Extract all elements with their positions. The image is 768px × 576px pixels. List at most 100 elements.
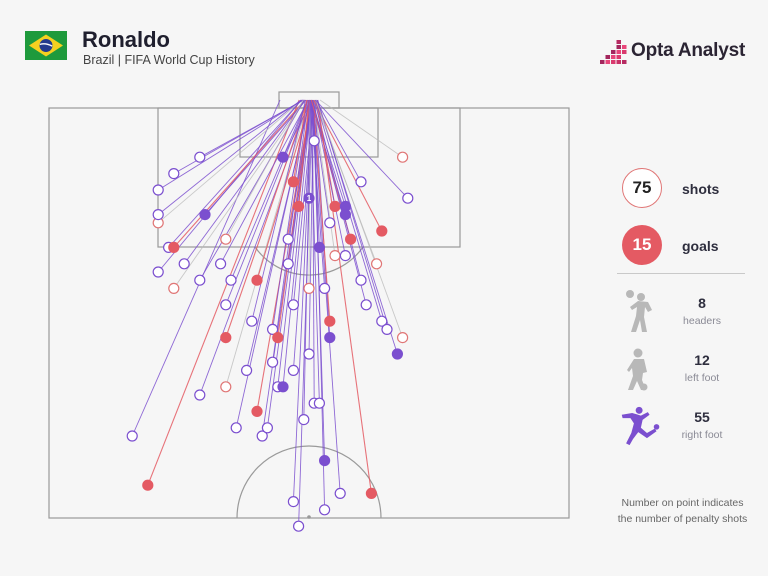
shot-trajectory — [199, 99, 304, 158]
goal-point — [272, 332, 284, 344]
shot-trajectory — [313, 99, 383, 232]
goals-label: goals — [682, 238, 719, 254]
shot-point — [287, 364, 299, 376]
logo-pixel-mark — [600, 40, 627, 64]
shot-point — [324, 332, 336, 344]
shot-trajectory — [312, 99, 367, 305]
shot-trajectory — [220, 99, 309, 265]
shot-trajectory — [204, 99, 307, 215]
shot-point — [152, 266, 164, 278]
shot-point — [334, 487, 346, 499]
headers-label: headers — [683, 315, 721, 327]
shot-point — [215, 258, 227, 270]
shot-point — [303, 348, 315, 360]
shot-trajectory — [157, 99, 303, 224]
shot-trajectory — [225, 99, 309, 387]
shot-point — [397, 332, 409, 344]
goal-point — [324, 315, 336, 327]
penalty-labels: 1 — [307, 194, 312, 203]
shot-trajectory — [282, 99, 312, 387]
shot-point — [126, 430, 138, 442]
player-name: Ronaldo — [82, 27, 170, 52]
shot-point — [308, 135, 320, 147]
header-player-icon — [626, 290, 652, 332]
logo-pixel — [605, 55, 610, 59]
shot-trajectory — [272, 99, 308, 330]
goal-point — [220, 332, 232, 344]
headers-value: 8 — [698, 295, 706, 311]
goal-point — [251, 405, 263, 417]
right-foot-label: right foot — [681, 429, 723, 441]
shot-trajectory — [315, 99, 362, 183]
shot-points — [126, 135, 414, 532]
opta-logo-icon — [600, 40, 627, 64]
shot-trajectory — [309, 99, 320, 404]
shot-point — [391, 348, 403, 360]
centre-spot — [307, 515, 311, 519]
shot-point — [360, 299, 372, 311]
goal-point — [287, 176, 299, 188]
logo-pixel — [616, 40, 621, 44]
shot-point — [246, 315, 258, 327]
shot-trajectory — [315, 99, 409, 199]
penalty-note-line-2: the number of penalty shots — [617, 513, 748, 525]
shot-trajectory — [157, 99, 302, 215]
goals-count-badge: 15 — [622, 225, 662, 265]
goal-point — [345, 233, 357, 245]
shot-point — [199, 209, 211, 221]
shot-trajectory — [313, 99, 336, 256]
shot-point — [319, 282, 331, 294]
shot-point — [303, 192, 315, 204]
shot-point — [178, 258, 190, 270]
shot-trajectory — [168, 99, 302, 248]
shot-point — [287, 299, 299, 311]
centre-circle-arc — [236, 445, 382, 519]
shot-trajectory — [282, 99, 313, 158]
logo-pixel — [622, 50, 627, 54]
shot-point — [241, 364, 253, 376]
shot-point — [256, 430, 268, 442]
shot-trajectory — [319, 99, 403, 158]
shot-point — [324, 217, 336, 229]
shot-point — [267, 356, 279, 368]
shot-point — [319, 504, 331, 516]
flag-blue-globe — [39, 39, 53, 52]
shot-point — [293, 520, 305, 532]
shot-trajectory — [225, 99, 304, 240]
shot-point — [168, 168, 180, 180]
right-foot-player-icon — [621, 406, 660, 446]
shot-trajectory — [298, 99, 310, 207]
shot-point — [168, 282, 180, 294]
shot-point — [282, 233, 294, 245]
shot-point — [339, 209, 351, 221]
shot-point — [287, 496, 299, 508]
shot-point — [194, 151, 206, 163]
shot-trajectory — [287, 99, 313, 240]
left-foot-label: left foot — [684, 372, 720, 384]
shot-point — [194, 389, 206, 401]
shot-point — [355, 274, 367, 286]
shot-point — [220, 233, 232, 245]
right-foot-value: 55 — [694, 409, 710, 425]
brazil-flag-icon — [25, 31, 67, 60]
shot-point — [329, 250, 341, 262]
penalty-note: Number on point indicates the number of … — [600, 495, 765, 527]
shot-trajectory — [157, 99, 303, 191]
goal-point — [293, 200, 305, 212]
logo-pixel — [616, 50, 621, 54]
logo-pixel — [611, 60, 616, 64]
logo-pixel — [616, 55, 621, 59]
shot-point — [397, 151, 409, 163]
shots-label: shots — [682, 181, 720, 197]
logo-pixel — [605, 60, 610, 64]
shot-point — [277, 381, 289, 393]
shot-trajectory — [173, 99, 306, 289]
shot-trajectory — [310, 99, 326, 289]
shot-trajectory — [312, 99, 341, 494]
logo-text: Opta Analyst — [631, 40, 746, 61]
shot-point — [339, 250, 351, 262]
shot-trajectory — [292, 99, 308, 182]
shot-point — [230, 422, 242, 434]
shot-trajectory — [173, 99, 306, 248]
